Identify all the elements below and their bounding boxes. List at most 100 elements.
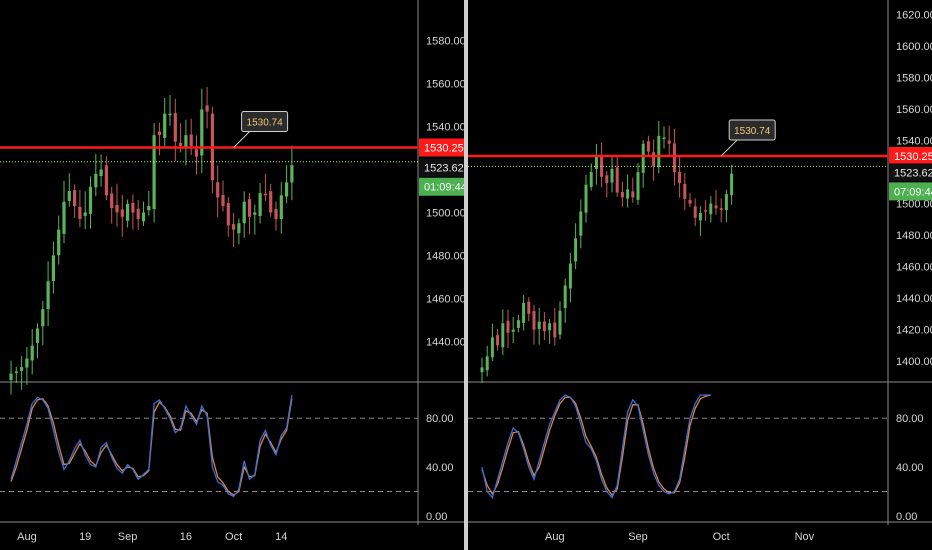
candle-body: [263, 193, 267, 196]
candle-body: [200, 109, 204, 156]
stoch-k-line: [10, 394, 293, 498]
time-axis-label: Aug: [17, 531, 37, 543]
candle-body: [719, 208, 723, 210]
candle-body: [83, 212, 87, 216]
candle-body: [51, 255, 55, 282]
candle-body: [662, 137, 666, 139]
candle-body: [511, 329, 515, 332]
countdown-label: 01:09:44: [424, 182, 464, 194]
last-price-label: 1523.62: [424, 163, 464, 175]
candle-body: [247, 199, 252, 217]
callout-pointer: [720, 139, 738, 157]
callout-box: [728, 119, 776, 141]
callout-box: [241, 111, 289, 133]
candle-body: [501, 323, 505, 348]
candle-body: [724, 194, 728, 210]
candle-body: [626, 189, 630, 199]
candle-body: [496, 335, 500, 346]
candle-body: [216, 182, 220, 198]
candle-body: [285, 182, 289, 197]
candle-body: [636, 172, 640, 200]
candle-body: [115, 205, 119, 213]
candle-body: [553, 322, 557, 338]
time-axis-label: Sep: [628, 531, 648, 543]
candle-body: [163, 113, 167, 138]
candle-body: [279, 195, 283, 220]
countdown-badge: [419, 177, 464, 196]
stoch-d-line: [10, 397, 293, 496]
candle-body: [136, 208, 140, 219]
candle-body: [568, 263, 572, 289]
level-price-badge: [419, 138, 464, 157]
candle-body: [110, 193, 114, 209]
price-tick-label: 1560.00: [896, 104, 932, 116]
candle-body: [179, 142, 183, 146]
left-chart-panel[interactable]: 1440.001460.001480.001500.001520.001540.…: [0, 0, 464, 550]
candle-body: [548, 323, 552, 331]
candle-body: [532, 311, 536, 330]
candle-body: [94, 173, 98, 188]
callout-price-text: 1530.74: [247, 118, 284, 129]
candle-body: [242, 201, 246, 224]
left-chart-canvas[interactable]: 1440.001460.001480.001500.001520.001540.…: [0, 0, 464, 550]
candle-body: [620, 191, 624, 198]
countdown-badge: [889, 182, 932, 201]
candle-body: [522, 302, 526, 323]
candle-body: [35, 328, 40, 343]
right-chart-panel[interactable]: 1400.00 1420.00 1440.00 1460.00 1480.00 1500.…: [468, 0, 932, 550]
candle-body: [290, 165, 294, 183]
candle-body: [205, 105, 209, 112]
candle-body: [189, 134, 193, 146]
candle-body: [631, 191, 635, 198]
candle-body: [274, 208, 278, 219]
right-chart-canvas[interactable]: 1400.00 1420.00 1440.00 1460.00 1480.00 1500.…: [468, 0, 932, 550]
candle-body: [46, 281, 50, 310]
candle-body: [88, 186, 93, 214]
candle-body: [579, 211, 583, 236]
panel-divider[interactable]: [464, 0, 468, 550]
candle-body: [610, 168, 614, 183]
level-price-label: 1530.25: [894, 151, 932, 163]
price-tick-label: 1460.00: [896, 262, 932, 274]
candle-body: [25, 358, 29, 368]
candle-body: [168, 113, 172, 116]
stoch-tick-label: 0.00: [426, 511, 447, 523]
time-axis-label: Oct: [713, 531, 730, 543]
candle-body: [258, 193, 262, 217]
candle-body: [173, 113, 177, 142]
time-axis-label: 16: [180, 531, 192, 543]
candle-body: [126, 203, 130, 221]
level-price-label: 1530.25: [424, 143, 464, 155]
candle-body: [563, 285, 567, 309]
candle-body: [62, 201, 66, 234]
candle-body: [537, 321, 541, 330]
candle-body: [152, 135, 156, 209]
time-axis-label: 19: [79, 531, 91, 543]
level-price-badge: [889, 146, 932, 165]
price-tick-label: 1480.00: [426, 250, 464, 262]
time-axis-label: Oct: [225, 531, 242, 543]
candle-body: [253, 212, 257, 215]
candle-body: [237, 223, 241, 234]
candle-body: [667, 140, 671, 144]
price-tick-label: 1460.00: [426, 293, 464, 305]
candle-body: [269, 191, 273, 213]
candle-body: [480, 367, 484, 373]
candle-body: [652, 152, 656, 166]
stoch-d-line: [481, 394, 711, 497]
candle-body: [20, 367, 24, 371]
candle-body: [485, 356, 489, 371]
price-tick-label: 1620.00: [896, 10, 932, 22]
stoch-tick-label: 40.00: [426, 462, 454, 474]
candle-body: [615, 167, 619, 193]
candle-body: [73, 190, 77, 207]
candle-body: [99, 169, 103, 177]
candle-body: [594, 156, 598, 169]
candle-body: [683, 184, 687, 199]
price-tick-label: 1580.00: [896, 73, 932, 85]
candle-body: [693, 206, 697, 218]
candle-body: [516, 320, 520, 328]
time-axis-label: Sep: [118, 531, 138, 543]
price-tick-label: 1400.00: [896, 356, 932, 368]
candle-body: [131, 202, 135, 213]
